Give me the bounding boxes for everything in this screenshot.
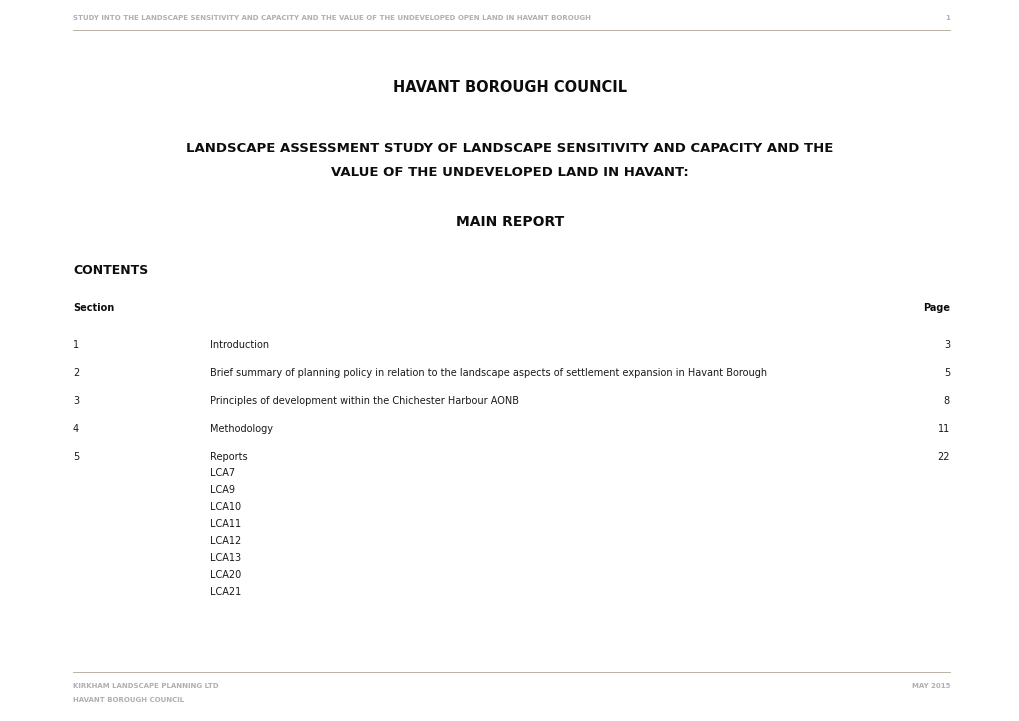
Text: Page: Page [922,303,949,313]
Text: Principles of development within the Chichester Harbour AONB: Principles of development within the Chi… [210,396,519,406]
Text: 5: 5 [943,368,949,378]
Text: Section: Section [73,303,114,313]
Text: LCA7: LCA7 [210,468,235,478]
Text: LANDSCAPE ASSESSMENT STUDY OF LANDSCAPE SENSITIVITY AND CAPACITY AND THE: LANDSCAPE ASSESSMENT STUDY OF LANDSCAPE … [186,141,833,154]
Text: CONTENTS: CONTENTS [73,263,148,276]
Text: Introduction: Introduction [210,340,269,350]
Text: MAY 2015: MAY 2015 [911,683,949,689]
Text: LCA13: LCA13 [210,553,240,563]
Text: Brief summary of planning policy in relation to the landscape aspects of settlem: Brief summary of planning policy in rela… [210,368,766,378]
Text: KIRKHAM LANDSCAPE PLANNING LTD: KIRKHAM LANDSCAPE PLANNING LTD [73,683,218,689]
Text: HAVANT BOROUGH COUNCIL: HAVANT BOROUGH COUNCIL [73,697,184,703]
Text: 3: 3 [943,340,949,350]
Text: 11: 11 [936,424,949,434]
Text: 4: 4 [73,424,79,434]
Text: 2: 2 [73,368,79,378]
Text: MAIN REPORT: MAIN REPORT [455,215,564,229]
Text: 22: 22 [936,452,949,462]
Text: 5: 5 [73,452,79,462]
Text: LCA10: LCA10 [210,502,240,512]
Text: Reports: Reports [210,452,248,462]
Text: 1: 1 [945,15,949,21]
Text: LCA21: LCA21 [210,587,242,597]
Text: LCA9: LCA9 [210,485,234,495]
Text: HAVANT BOROUGH COUNCIL: HAVANT BOROUGH COUNCIL [392,81,627,95]
Text: Methodology: Methodology [210,424,273,434]
Text: LCA11: LCA11 [210,519,240,529]
Text: LCA12: LCA12 [210,536,242,546]
Text: 1: 1 [73,340,79,350]
Text: STUDY INTO THE LANDSCAPE SENSITIVITY AND CAPACITY AND THE VALUE OF THE UNDEVELOP: STUDY INTO THE LANDSCAPE SENSITIVITY AND… [73,15,590,21]
Text: LCA20: LCA20 [210,570,242,580]
Text: 3: 3 [73,396,79,406]
Text: 8: 8 [943,396,949,406]
Text: VALUE OF THE UNDEVELOPED LAND IN HAVANT:: VALUE OF THE UNDEVELOPED LAND IN HAVANT: [331,166,688,179]
